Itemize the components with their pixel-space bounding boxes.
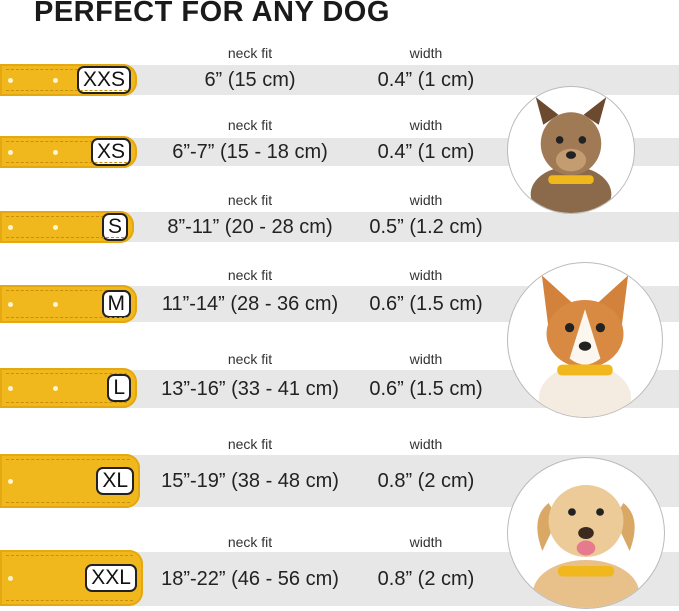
collar-illustration: XS bbox=[0, 136, 137, 168]
size-tag: XXS bbox=[76, 66, 131, 94]
small-terrier-photo bbox=[507, 86, 635, 214]
neck-fit-label: neck fit bbox=[227, 351, 273, 367]
size-tag: XL bbox=[96, 467, 134, 495]
collar-hole bbox=[53, 302, 58, 307]
collar-hole bbox=[8, 386, 13, 391]
neck-fit-label: neck fit bbox=[227, 45, 273, 61]
width-label: width bbox=[409, 351, 443, 367]
size-tag: M bbox=[101, 290, 131, 318]
page-title: PERFECT FOR ANY DOG bbox=[34, 0, 390, 28]
collar-hole bbox=[8, 150, 13, 155]
corgi-photo bbox=[507, 262, 663, 418]
width-label: width bbox=[409, 45, 443, 61]
neck-fit-value: 18”-22” (46 - 56 cm) bbox=[161, 568, 339, 590]
collar-hole bbox=[8, 302, 13, 307]
collar-illustration: M bbox=[0, 285, 137, 323]
width-value: 0.8” (2 cm) bbox=[377, 568, 475, 590]
size-tag: S bbox=[101, 213, 128, 241]
width-label: width bbox=[409, 267, 443, 283]
collar-hole bbox=[53, 150, 58, 155]
width-label: width bbox=[409, 534, 443, 550]
neck-fit-value: 6”-7” (15 - 18 cm) bbox=[172, 141, 328, 163]
collar-hole bbox=[53, 78, 58, 83]
neck-fit-value: 8”-11” (20 - 28 cm) bbox=[167, 216, 333, 238]
width-value: 0.6” (1.5 cm) bbox=[369, 293, 483, 315]
width-value: 0.4” (1 cm) bbox=[377, 141, 475, 163]
neck-fit-label: neck fit bbox=[227, 117, 273, 133]
collar-hole bbox=[53, 225, 58, 230]
collar-hole bbox=[53, 386, 58, 391]
size-tag: XS bbox=[90, 138, 131, 166]
width-label: width bbox=[409, 117, 443, 133]
neck-fit-value: 13”-16” (33 - 41 cm) bbox=[161, 378, 339, 400]
collar-hole bbox=[8, 576, 13, 581]
width-label: width bbox=[409, 436, 443, 452]
collar-illustration: XXL bbox=[0, 550, 143, 606]
width-value: 0.6” (1.5 cm) bbox=[369, 378, 483, 400]
width-label: width bbox=[409, 192, 443, 208]
neck-fit-value: 6” (15 cm) bbox=[204, 69, 296, 91]
width-value: 0.8” (2 cm) bbox=[377, 470, 475, 492]
neck-fit-label: neck fit bbox=[227, 436, 273, 452]
width-value: 0.4” (1 cm) bbox=[377, 69, 475, 91]
collar-hole bbox=[8, 225, 13, 230]
labrador-photo bbox=[507, 457, 665, 609]
collar-hole bbox=[8, 479, 13, 484]
size-tag: L bbox=[107, 374, 131, 402]
collar-illustration: L bbox=[0, 368, 137, 408]
neck-fit-label: neck fit bbox=[227, 192, 273, 208]
neck-fit-label: neck fit bbox=[227, 267, 273, 283]
neck-fit-value: 15”-19” (38 - 48 cm) bbox=[161, 470, 339, 492]
neck-fit-label: neck fit bbox=[227, 534, 273, 550]
width-value: 0.5” (1.2 cm) bbox=[369, 216, 483, 238]
collar-hole bbox=[8, 78, 13, 83]
collar-illustration: S bbox=[0, 211, 134, 243]
neck-fit-value: 11”-14” (28 - 36 cm) bbox=[161, 293, 339, 315]
collar-illustration: XXS bbox=[0, 64, 137, 96]
size-tag: XXL bbox=[85, 564, 137, 592]
collar-illustration: XL bbox=[0, 454, 140, 508]
